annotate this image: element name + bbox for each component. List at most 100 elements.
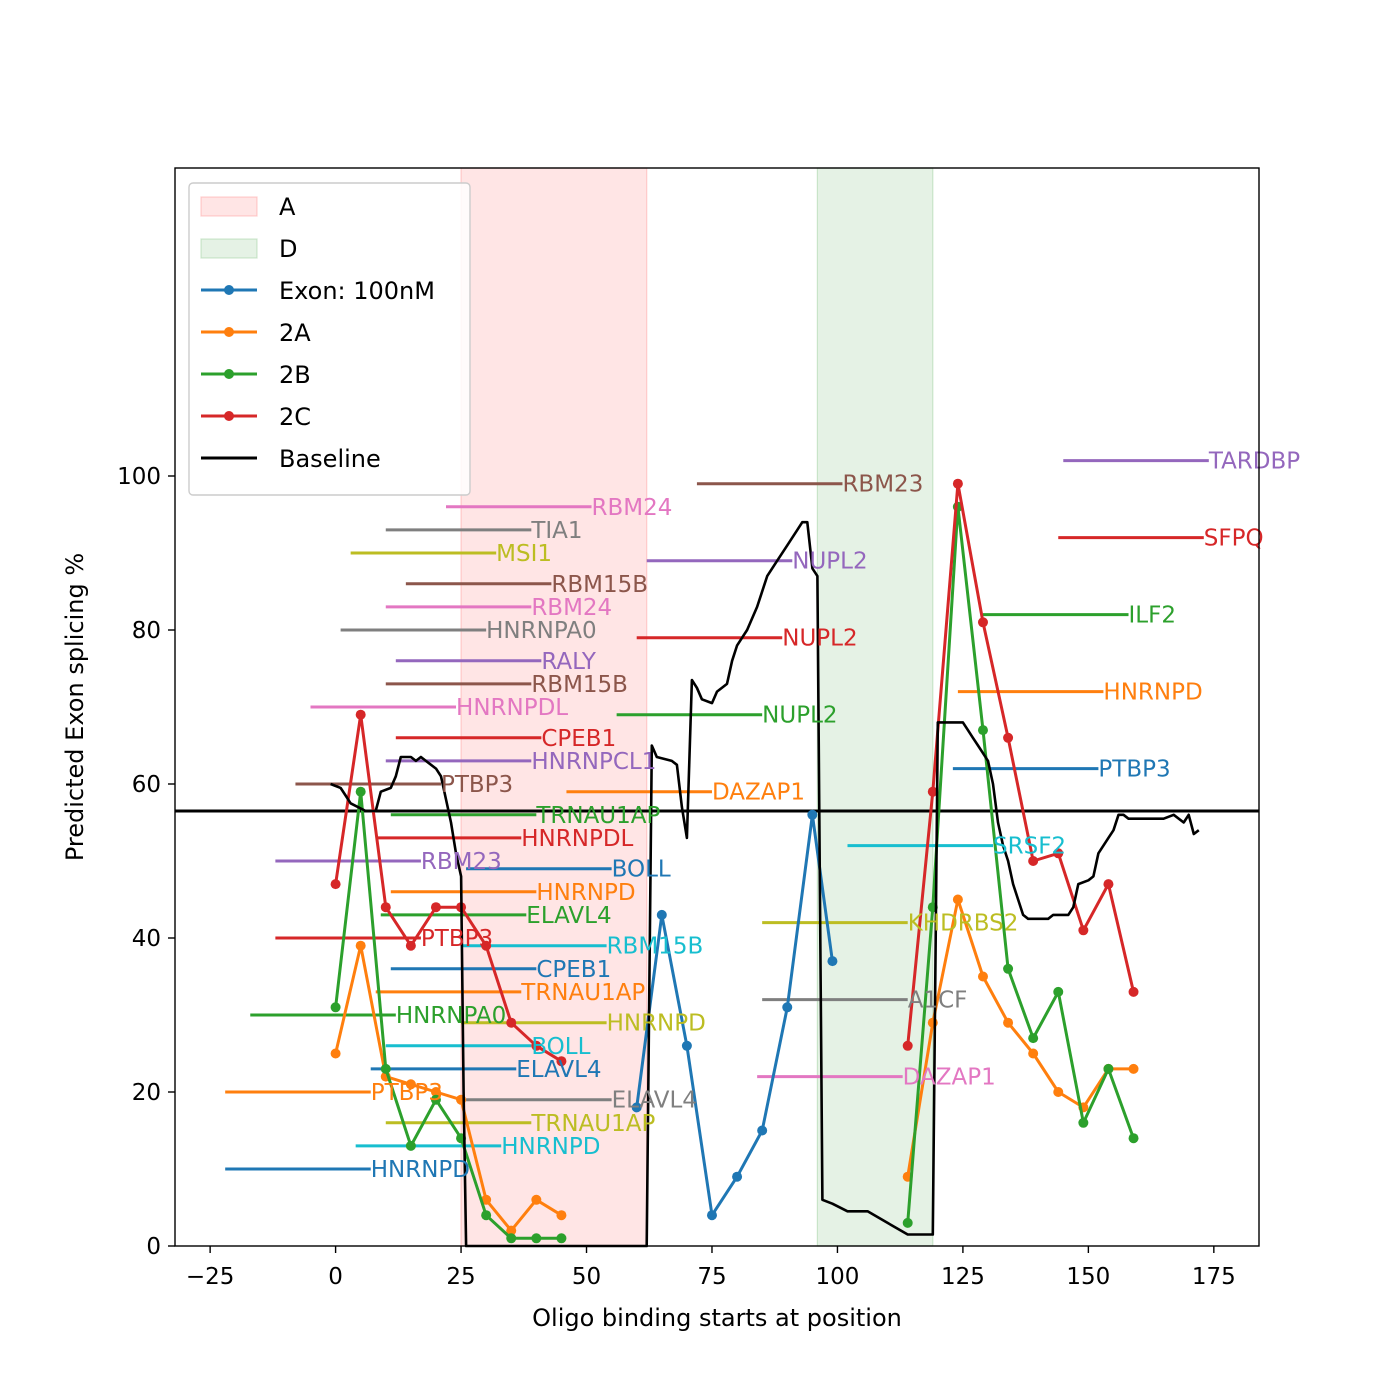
x-tick-label: 75 bbox=[697, 1264, 726, 1290]
x-tick-label: 25 bbox=[446, 1264, 475, 1290]
data-point bbox=[732, 1171, 743, 1182]
annotation-label: ILF2 bbox=[1129, 603, 1176, 629]
data-point bbox=[330, 1002, 341, 1013]
annotation-label: BOLL bbox=[612, 857, 671, 883]
regions-layer bbox=[460, 167, 934, 1247]
data-point bbox=[1128, 986, 1139, 997]
legend-entry: A bbox=[200, 193, 296, 221]
annotation-label: RBM24 bbox=[531, 595, 612, 621]
x-tick-label: 0 bbox=[328, 1264, 343, 1290]
annotation-label: KHDRBS2 bbox=[908, 911, 1019, 937]
annotation-label: HNRNPD bbox=[1103, 680, 1202, 706]
annotation-label: TARDBP bbox=[1208, 449, 1300, 475]
annotation-label: BOLL bbox=[531, 1034, 590, 1060]
series-line bbox=[906, 482, 1135, 1046]
data-point bbox=[1003, 1017, 1014, 1028]
annotation-label: CPEB1 bbox=[541, 726, 616, 752]
data-point bbox=[506, 1225, 517, 1236]
x-tick-label: −25 bbox=[186, 1264, 235, 1290]
data-point bbox=[827, 956, 838, 967]
data-point bbox=[380, 902, 391, 913]
annotation-label: HNRNPD bbox=[607, 1011, 706, 1037]
x-tick-label: 100 bbox=[815, 1264, 859, 1290]
data-point bbox=[1103, 1063, 1114, 1074]
annotation-label: RBM15B bbox=[551, 572, 648, 598]
annotation-label: TRNAU1AP bbox=[535, 803, 660, 829]
data-point bbox=[1078, 925, 1089, 936]
baseline-line bbox=[330, 520, 1200, 1248]
legend-entry: 2B bbox=[201, 361, 311, 389]
y-axis-label: Predicted Exon splicing % bbox=[61, 553, 89, 861]
annotation-label: SRSF2 bbox=[993, 834, 1066, 860]
annotation-label: PTBP3 bbox=[421, 926, 493, 952]
legend-entry: Exon: 100nM bbox=[201, 277, 435, 305]
data-point bbox=[681, 1040, 692, 1051]
annotation-label: SFPQ bbox=[1204, 526, 1264, 552]
legend-marker bbox=[224, 411, 234, 421]
data-point bbox=[481, 1194, 492, 1205]
annotation-label: DAZAP1 bbox=[903, 1065, 996, 1091]
series-line bbox=[906, 505, 1135, 1224]
data-point bbox=[656, 909, 667, 920]
legend-label: Baseline bbox=[279, 445, 381, 473]
series-line bbox=[334, 790, 562, 1240]
annotation-label: ELAVL4 bbox=[526, 903, 611, 929]
data-point bbox=[380, 1063, 391, 1074]
data-point bbox=[977, 971, 988, 982]
plot-frame bbox=[174, 167, 1260, 1247]
annotation-label: TRNAU1AP bbox=[520, 980, 645, 1006]
legend: AD Exon: 100nM 2A 2B 2C Baseline bbox=[188, 182, 471, 496]
data-point bbox=[807, 809, 818, 820]
data-point bbox=[405, 1079, 416, 1090]
series-2c bbox=[330, 478, 1139, 1067]
series-line bbox=[906, 898, 1134, 1177]
data-point bbox=[927, 1017, 938, 1028]
legend-box bbox=[188, 182, 471, 496]
annotation-label: MSI1 bbox=[496, 541, 552, 567]
legend-marker bbox=[224, 369, 234, 379]
annotation-label: RBM24 bbox=[592, 495, 673, 521]
data-point bbox=[481, 1210, 492, 1221]
annotation-label: PTBP3 bbox=[371, 1080, 443, 1106]
legend-label: D bbox=[279, 235, 297, 263]
annotation-label: NUPL2 bbox=[782, 626, 857, 652]
data-point bbox=[355, 786, 366, 797]
annotation-label: RBM15B bbox=[531, 672, 628, 698]
legend-swatch bbox=[200, 196, 258, 217]
annotation-label: RBM23 bbox=[421, 849, 502, 875]
annotation-label: HNRNPD bbox=[501, 1134, 600, 1160]
annotation-label: ELAVL4 bbox=[516, 1057, 601, 1083]
data-point bbox=[706, 1210, 717, 1221]
x-tick-label: 175 bbox=[1192, 1264, 1236, 1290]
x-axis: −25 0 25 50 75 100 125 150 175 bbox=[186, 1246, 1236, 1290]
legend-label: 2B bbox=[279, 361, 311, 389]
annotation-label: NUPL2 bbox=[762, 703, 837, 729]
annotation-label: PTBP3 bbox=[1098, 757, 1170, 783]
legend-entry: 2C bbox=[201, 403, 311, 431]
data-point bbox=[430, 902, 441, 913]
y-axis: 0 20 40 60 80 100 bbox=[117, 464, 175, 1260]
data-point bbox=[355, 709, 366, 720]
data-point bbox=[631, 1102, 642, 1113]
x-axis-label: Oligo binding starts at position bbox=[532, 1304, 902, 1332]
annotation-label: TRNAU1AP bbox=[530, 1111, 655, 1137]
data-point bbox=[1103, 879, 1114, 890]
annotation-label: HNRNPDL bbox=[521, 826, 633, 852]
annotation-label: HNRNPA0 bbox=[486, 618, 596, 644]
data-point bbox=[1003, 732, 1014, 743]
data-point bbox=[1003, 963, 1014, 974]
x-tick-label: 125 bbox=[941, 1264, 985, 1290]
data-point bbox=[757, 1125, 768, 1136]
data-point bbox=[330, 1048, 341, 1059]
data-point bbox=[556, 1233, 567, 1244]
annotation-label: HNRNPD bbox=[536, 880, 635, 906]
y-tick-label: 60 bbox=[132, 772, 161, 798]
annotation-label: HNRNPA0 bbox=[396, 1003, 506, 1029]
data-point bbox=[531, 1194, 542, 1205]
data-point bbox=[481, 940, 492, 951]
x-tick-label: 150 bbox=[1066, 1264, 1110, 1290]
data-point bbox=[556, 1210, 567, 1221]
annotation-label: RBM15B bbox=[607, 934, 704, 960]
